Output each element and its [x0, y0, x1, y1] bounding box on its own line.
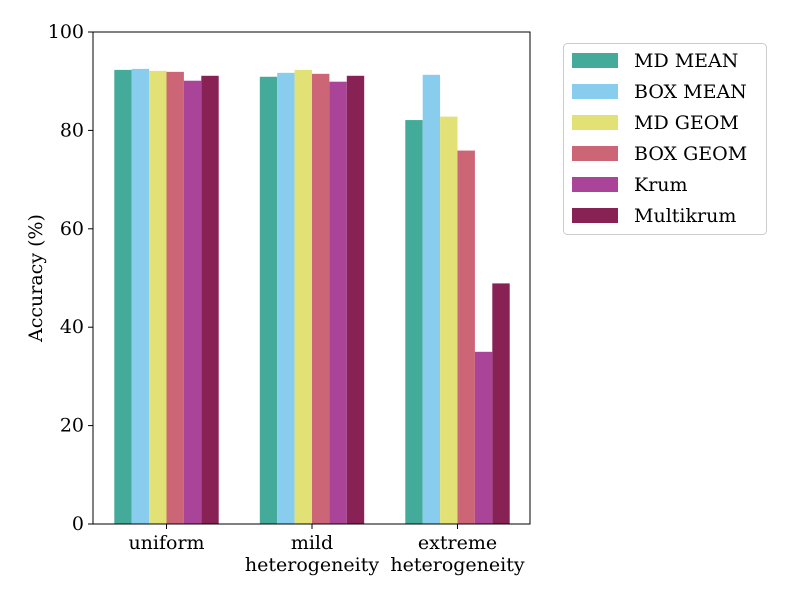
bars-group — [114, 68, 510, 525]
legend-swatch-box-mean — [572, 84, 618, 99]
legend-swatch-md-mean — [572, 53, 618, 68]
bar-md-mean-2 — [405, 120, 423, 524]
x-tick-label: uniform — [128, 532, 204, 554]
bar-box-geom-2 — [457, 150, 475, 524]
x-tick-label-line: heterogeneity — [390, 554, 524, 576]
bar-box-mean-0 — [131, 68, 150, 525]
x-tick-label-line: uniform — [128, 532, 204, 554]
bar-md-mean-0 — [114, 69, 132, 524]
x-tick-label: mild heterogeneity — [245, 532, 379, 576]
legend-label-md-mean: MD MEAN — [634, 50, 738, 72]
legend-label-box-mean: BOX MEAN — [634, 81, 747, 103]
x-tick-label-line: heterogeneity — [245, 554, 379, 576]
y-tick-label: 60 — [60, 218, 84, 240]
y-tick-label: 100 — [48, 21, 84, 43]
legend-swatch-box-geom — [572, 146, 618, 161]
legend-label-multikrum: Multikrum — [634, 205, 736, 227]
bar-md-mean-1 — [259, 76, 278, 525]
bar-krum-1 — [329, 81, 347, 524]
y-tick-label: 40 — [60, 316, 84, 338]
legend-swatch-multikrum — [572, 208, 618, 223]
legend-label-md-geom: MD GEOM — [634, 112, 739, 134]
bar-multikrum-2 — [492, 283, 510, 524]
y-tick-label: 20 — [60, 415, 84, 437]
bar-box-mean-1 — [277, 72, 295, 524]
bar-box-geom-1 — [312, 73, 330, 524]
bar-md-geom-2 — [440, 116, 458, 525]
legend-label-box-geom: BOX GEOM — [634, 143, 747, 165]
y-axis-label: Accuracy (%) — [25, 214, 47, 343]
bar-box-geom-0 — [166, 71, 184, 524]
y-tick-label: 0 — [72, 513, 84, 535]
bar-multikrum-1 — [346, 75, 365, 524]
bar-krum-2 — [474, 351, 493, 524]
bar-krum-0 — [183, 80, 202, 525]
legend-swatch-krum — [572, 177, 618, 192]
y-tick-label: 80 — [60, 119, 84, 141]
x-tick-label-line: mild — [291, 532, 333, 554]
legend: MD MEAN BOX MEAN MD GEOM BOX GEOM Krum Multik… — [563, 43, 767, 235]
bar-md-geom-1 — [294, 69, 312, 524]
bar-box-mean-2 — [422, 74, 441, 525]
x-tick-label-line: extreme — [418, 532, 497, 554]
bar-md-geom-0 — [149, 70, 167, 525]
legend-swatch-md-geom — [572, 115, 618, 130]
legend-label-krum: Krum — [634, 174, 688, 196]
x-tick-label: extreme heterogeneity — [390, 532, 524, 576]
bar-multikrum-0 — [201, 75, 219, 524]
